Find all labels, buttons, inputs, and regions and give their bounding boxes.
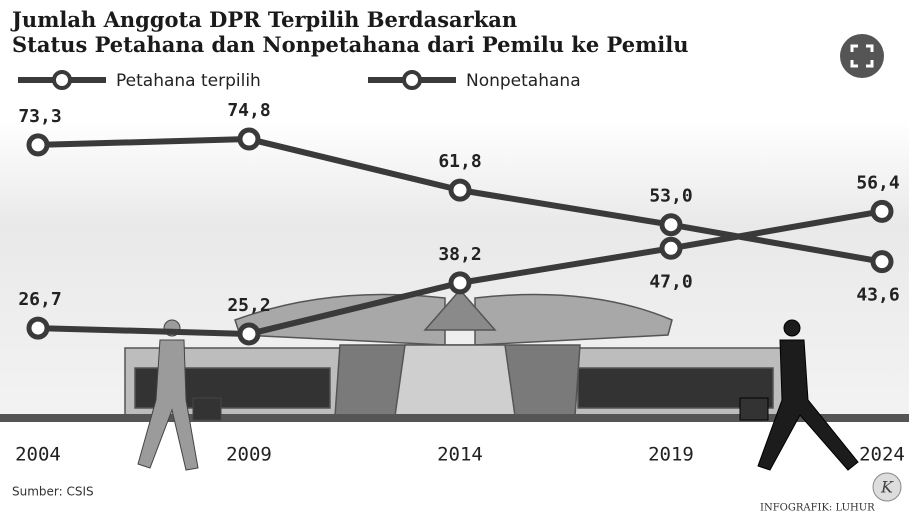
- data-label: 26,7: [18, 289, 61, 310]
- legend-label: Nonpetahana: [466, 71, 581, 91]
- chart-title: Jumlah Anggota DPR Terpilih Berdasarkan: [10, 7, 517, 32]
- legend-marker: [54, 72, 70, 88]
- data-label: 73,3: [18, 106, 61, 127]
- x-tick-label: 2014: [437, 444, 483, 466]
- source: Sumber: CSIS: [12, 485, 94, 499]
- chart-subtitle: Status Petahana dan Nonpetahana dari Pem…: [12, 32, 689, 57]
- data-point: [873, 253, 891, 271]
- data-label: 43,6: [856, 285, 899, 306]
- ground: [0, 414, 909, 422]
- fullscreen-button-bg[interactable]: [840, 34, 884, 78]
- data-label: 38,2: [438, 244, 481, 265]
- data-point: [873, 202, 891, 220]
- chart: Jumlah Anggota DPR Terpilih Berdasarkan …: [0, 0, 909, 512]
- data-label: 74,8: [227, 100, 270, 121]
- data-point: [240, 130, 258, 148]
- data-point: [662, 239, 680, 257]
- data-label: 61,8: [438, 151, 481, 172]
- data-point: [29, 319, 47, 337]
- data-label: 25,2: [227, 295, 270, 316]
- credit: INFOGRAFIK: LUHUR: [760, 503, 875, 512]
- data-point: [451, 274, 469, 292]
- data-point: [240, 325, 258, 343]
- legend-marker: [404, 72, 420, 88]
- data-label: 47,0: [649, 271, 692, 292]
- logo: K: [880, 478, 894, 497]
- legend-label: Petahana terpilih: [116, 71, 261, 91]
- x-tick-label: 2019: [648, 444, 694, 466]
- x-tick-label: 2009: [226, 444, 272, 466]
- data-label: 56,4: [856, 172, 900, 193]
- fullscreen-button[interactable]: [840, 34, 884, 78]
- data-point: [451, 181, 469, 199]
- x-tick-label: 2004: [15, 444, 61, 466]
- x-tick-label: 2024: [859, 444, 905, 466]
- data-label: 53,0: [649, 186, 692, 207]
- data-point: [29, 136, 47, 154]
- data-point: [662, 216, 680, 234]
